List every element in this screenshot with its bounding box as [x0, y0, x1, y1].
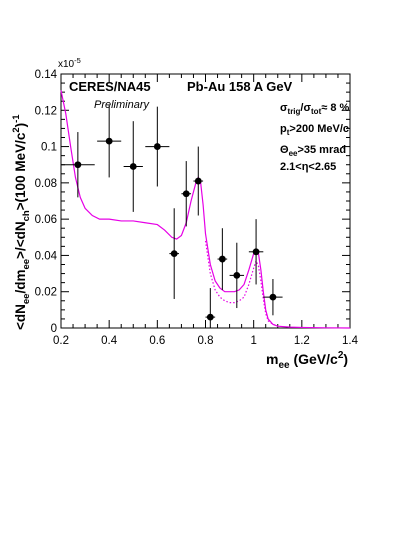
- x-tick-label: 0.8: [198, 335, 214, 347]
- y-tick-label: 0.1: [41, 142, 57, 154]
- y-tick-labels: 0 0.02 0.04 0.06 0.08 0.1 0.12 0.14: [35, 69, 58, 335]
- cut-pt: pt>200 MeV/c: [280, 123, 349, 137]
- data-point: [181, 161, 192, 227]
- experiment-label: CERES/NA45: [69, 79, 151, 94]
- data-point: [97, 104, 122, 178]
- y-tick-label: 0: [51, 323, 57, 335]
- y-tick-label: 0.12: [35, 105, 57, 117]
- y-tick-label: 0.14: [35, 69, 58, 81]
- cuts-annotation: σtrig/σtot≈ 8 % pt>200 MeV/c Θee>35 mrad 2.…: [280, 102, 350, 173]
- data-marker: [218, 255, 226, 263]
- y-tick-label: 0.02: [35, 287, 57, 299]
- data-point: [193, 146, 204, 216]
- x-tick-label: 0.4: [101, 335, 118, 347]
- x-tick-labels: 0.2 0.4 0.6 0.8 1 1.2 1.4: [53, 335, 359, 347]
- data-point: [217, 228, 228, 290]
- system-label: Pb-Au 158 A GeV: [187, 79, 293, 94]
- x-tick-label: 0.6: [149, 335, 165, 347]
- cut-theta: Θee>35 mrad: [280, 144, 346, 158]
- model-curves: [60, 90, 351, 329]
- data-point: [169, 208, 180, 299]
- data-point: [263, 279, 283, 316]
- data-marker: [233, 271, 241, 279]
- preliminary-label: Preliminary: [94, 99, 151, 111]
- x-axis-label: mee (GeV/c2): [266, 350, 348, 371]
- x-tick-label: 1: [250, 335, 256, 347]
- data-points: [61, 104, 283, 328]
- y-tick-label: 0.08: [35, 178, 57, 190]
- data-point: [123, 121, 143, 212]
- y-multiplier: x10-5: [58, 56, 81, 70]
- data-marker: [74, 161, 82, 169]
- data-marker: [206, 313, 214, 321]
- model-curve-solid: [60, 90, 351, 329]
- data-marker: [129, 163, 137, 170]
- x-tick-label: 1.4: [342, 335, 359, 347]
- data-point: [61, 132, 95, 198]
- y-axis-label: <dNee/dmee>/<dNch>(100 MeV/c2)-1: [11, 114, 32, 330]
- y-tick-label: 0.06: [35, 214, 57, 226]
- data-marker: [194, 177, 202, 185]
- data-marker: [269, 293, 277, 301]
- data-marker: [105, 137, 113, 145]
- data-point: [145, 106, 170, 187]
- data-point: [205, 288, 216, 328]
- data-point: [229, 242, 245, 309]
- data-point: [248, 219, 264, 285]
- data-marker: [182, 190, 190, 198]
- x-tick-label: 0.2: [53, 335, 69, 347]
- y-tick-label: 0.04: [35, 250, 58, 262]
- data-marker: [153, 143, 161, 150]
- cut-trig: σtrig/σtot≈ 8 %: [280, 102, 350, 116]
- x-tick-label: 1.2: [294, 335, 310, 347]
- cut-eta: 2.1<η<2.65: [280, 161, 336, 173]
- data-marker: [252, 248, 260, 256]
- data-marker: [170, 250, 178, 258]
